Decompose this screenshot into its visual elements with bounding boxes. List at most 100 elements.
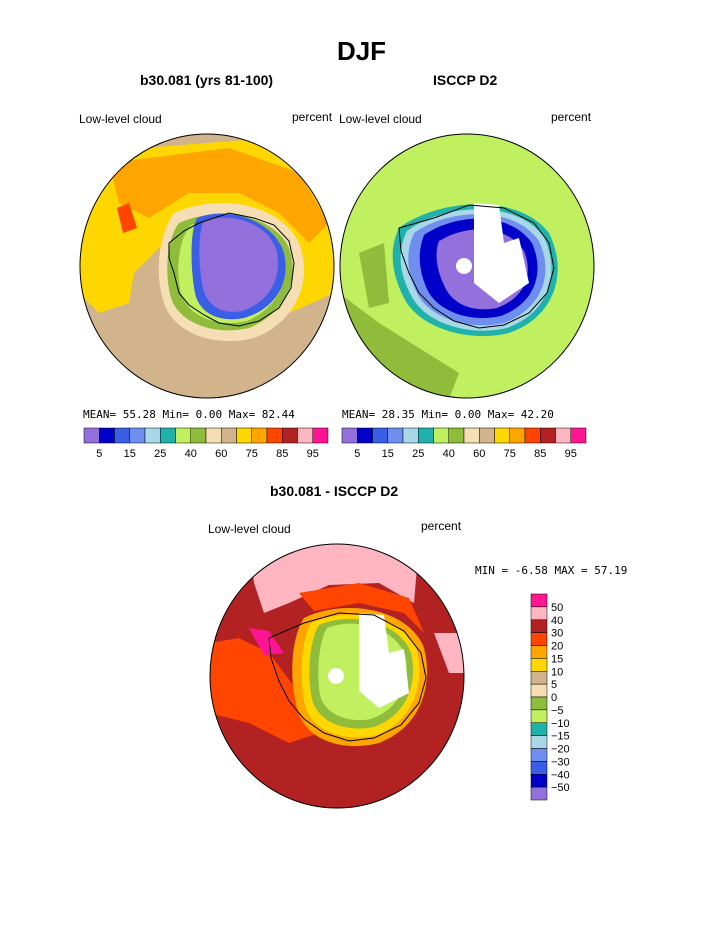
panel-2-colorbar-swatch (494, 427, 510, 444)
panel-1-colorbar-tick-label: 95 (307, 448, 319, 460)
panel-1-colorbar-swatch (221, 427, 237, 444)
panel-3-colorbar-swatch (530, 722, 548, 736)
panel-1-variable-label: Low-level cloud (79, 112, 162, 126)
panel-2-colorbar-swatch (341, 427, 358, 444)
panel-1-colorbar-swatch (129, 427, 146, 444)
panel-3-colorbar-swatch (530, 709, 548, 724)
panel-2-colorbar-swatch (418, 427, 434, 444)
panel-2-colorbar-swatch (540, 427, 556, 444)
panel-2-colorbar-tick-label: 5 (354, 448, 360, 460)
region-missing (456, 258, 472, 274)
panel-2-colorbar-swatch (387, 427, 404, 444)
panel-3-colorbar-tick-label: −30 (551, 756, 570, 768)
panel-3-colorbar-swatch (530, 761, 548, 775)
panel-2-colorbar-tick-label: 95 (565, 448, 577, 460)
panel-3-colorbar-tick-label: 5 (551, 679, 557, 691)
panel-2-title: ISCCP D2 (433, 72, 498, 88)
panel-1-colorbar-tick-label: 75 (246, 448, 258, 460)
coastline (168, 212, 295, 327)
panel-3-colorbar-swatch (530, 735, 548, 749)
panel-1-colorbar-tick-label: 25 (154, 448, 166, 460)
panel-2-colorbar-swatch (357, 427, 373, 444)
panel-3-colorbar-tick-label: −40 (551, 769, 570, 781)
panel-1-units-label: percent (292, 110, 333, 124)
panel-1-colorbar-swatch (99, 427, 115, 444)
panel-1-map (79, 133, 335, 399)
panel-3-colorbar-swatch (530, 786, 548, 801)
panel-1-colorbar-swatch (236, 427, 252, 444)
panel-2-colorbar-tick-label: 75 (504, 448, 516, 460)
panel-1-colorbar-swatch (266, 427, 283, 444)
panel-3-colorbar-swatch (530, 645, 548, 659)
panel-1-colorbar-swatch (282, 427, 298, 444)
panel-1-colorbar-tick-label: 5 (96, 448, 102, 460)
panel-3-title: b30.081 - ISCCP D2 (270, 483, 399, 499)
region-missing (474, 203, 529, 303)
region-magenta (249, 628, 284, 655)
panel-1-stats: MEAN= 55.28 Min= 0.00 Max= 82.44 (83, 408, 295, 421)
panel-3-stats: MIN = -6.58 MAX = 57.19 (475, 564, 628, 577)
panel-3-colorbar-tick-label: 15 (551, 653, 563, 665)
panel-2-colorbar-swatch (463, 427, 480, 444)
panel-2-colorbar-tick-label: 40 (443, 448, 455, 460)
panel-3-colorbar-swatch (530, 748, 548, 762)
panel-2-variable-label: Low-level cloud (339, 112, 422, 126)
panel-3-colorbar-tick-label: −15 (551, 731, 570, 743)
panel-3-colorbar-tick-label: 40 (551, 615, 563, 627)
panel-3-colorbar-tick-label: 20 (551, 641, 563, 653)
figure-title: DJF (336, 36, 387, 66)
panel-1-colorbar-labels: 5 15 25 40 60 75 85 95 (96, 448, 319, 460)
panel-3-colorbar-tick-label: −5 (551, 705, 564, 717)
panel-3-colorbar-tick-label: 50 (551, 602, 563, 614)
panel-2-colorbar-tick-label: 85 (534, 448, 546, 460)
panel-2-colorbar-swatch (555, 427, 571, 444)
panel-3-variable-label: Low-level cloud (208, 522, 291, 536)
coastline (398, 204, 555, 329)
panel-2-colorbar-swatch (402, 427, 419, 444)
panel-2-colorbar-swatch (479, 427, 495, 444)
panel-1-colorbar (83, 427, 329, 444)
panel-3-colorbar-swatch (530, 593, 548, 608)
panel-2-stats: MEAN= 28.35 Min= 0.00 Max= 42.20 (342, 408, 554, 421)
panel-2-colorbar-swatch (448, 427, 465, 444)
panel-3-colorbar-tick-label: 10 (551, 666, 563, 678)
panel-1-colorbar-swatch (190, 427, 207, 444)
region-missing (359, 613, 409, 708)
panel-1-colorbar-swatch (144, 427, 161, 444)
region-red (117, 203, 137, 233)
panel-3-units-label: percent (421, 519, 462, 533)
region-purple-core (199, 217, 278, 312)
panel-3-colorbar-swatch (530, 696, 548, 711)
panel-3-map (209, 543, 465, 809)
panel-3-colorbar-swatch (530, 619, 548, 633)
panel-3-colorbar-swatch (530, 632, 548, 646)
panel-3-colorbar-tick-label: 0 (551, 692, 557, 704)
panel-1-colorbar-tick-label: 15 (124, 448, 136, 460)
panel-3-colorbar-swatch (530, 606, 548, 621)
panel-3-colorbar-swatch (530, 658, 548, 672)
region-pink (249, 544, 419, 613)
panel-3-colorbar-swatch (530, 774, 548, 788)
panel-1-colorbar-swatch (297, 427, 313, 444)
panel-2-map (339, 133, 595, 399)
region-missing (328, 668, 344, 684)
panel-2-colorbar-tick-label: 25 (412, 448, 424, 460)
region-orange (109, 148, 329, 243)
panel-3-colorbar-tick-label: 30 (551, 628, 563, 640)
region-red-orange (299, 583, 424, 633)
panel-2-units-label: percent (551, 110, 592, 124)
panel-1-colorbar-swatch (83, 427, 100, 444)
panel-2-colorbar-tick-label: 15 (382, 448, 394, 460)
panel-3-colorbar-tick-label: −50 (551, 782, 570, 794)
panel-2-colorbar-swatch (433, 427, 449, 444)
panel-3-colorbar-swatch (530, 683, 548, 698)
panel-1-colorbar-tick-label: 85 (276, 448, 288, 460)
panel-1-colorbar-tick-label: 40 (185, 448, 197, 460)
panel-2-colorbar-swatch (509, 427, 526, 444)
panel-1-colorbar-tick-label: 60 (215, 448, 227, 460)
panel-1-colorbar-swatch (114, 427, 130, 444)
panel-3-colorbar-tick-label: −20 (551, 744, 570, 756)
panel-1-colorbar-swatch (175, 427, 191, 444)
region-green-patch (359, 243, 389, 308)
